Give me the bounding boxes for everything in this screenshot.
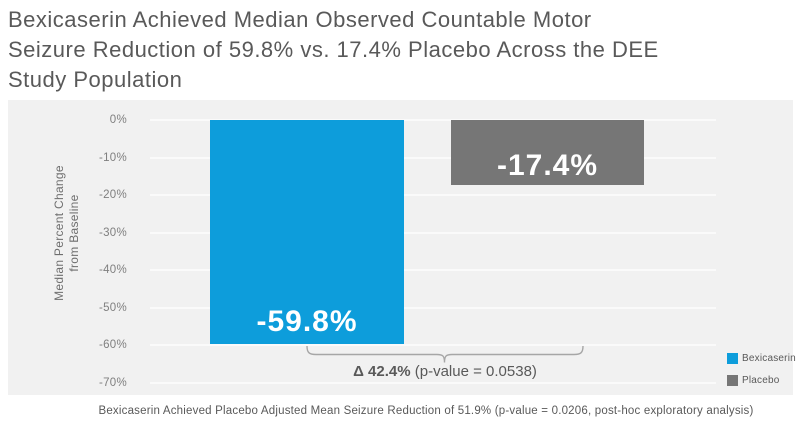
footnote: Bexicaserin Achieved Placebo Adjusted Me… — [98, 405, 754, 417]
ytick-0: 0% — [109, 114, 127, 126]
ytick-5: -50% — [98, 302, 127, 314]
ytick-3: -30% — [98, 227, 127, 239]
slide-title-line-2: Seizure Reduction of 59.8% vs. 17.4% Pla… — [8, 37, 659, 62]
legend-item-placebo: Placebo — [727, 374, 796, 386]
chart-legend: Bexicaserin Placebo — [727, 352, 796, 396]
ytick-2: -20% — [98, 189, 127, 201]
gridline-50pct — [150, 307, 716, 309]
legend-label-bexicaserin: Bexicaserin — [742, 352, 796, 364]
bar-placebo-value-label: -17.4% — [496, 149, 599, 182]
slide-title-line-3: Study Population — [8, 67, 183, 92]
bar-chart: 0% -10% -20% -30% -40% -50% -60% -70% Me… — [8, 100, 796, 396]
y-axis-title: Median Percent Change from Baseline — [52, 165, 81, 301]
gridline-20pct — [150, 194, 716, 196]
ytick-4: -40% — [98, 264, 127, 276]
slide-title-line-1: Bexicaserin Achieved Median Observed Cou… — [8, 7, 592, 32]
bar-bexicaserin: -59.8% — [210, 120, 404, 344]
gridline-60pct — [150, 344, 716, 346]
bar-bexicaserin-value-label: -59.8% — [256, 305, 358, 338]
delta-annotation: Δ 42.4% (p-value = 0.0538) — [295, 363, 595, 380]
delta-value: Δ 42.4% — [353, 363, 411, 380]
gridline-10pct — [150, 157, 716, 159]
ytick-1: -10% — [98, 152, 127, 164]
bar-placebo: -17.4% — [451, 120, 644, 185]
gridline-70pct — [150, 382, 716, 384]
ytick-7: -70% — [98, 377, 127, 389]
gridline-0pct — [150, 119, 716, 121]
gridline-30pct — [150, 232, 716, 234]
legend-swatch-placebo-icon — [727, 374, 738, 386]
slide-title: Bexicaserin Achieved Median Observed Cou… — [8, 5, 796, 95]
delta-pvalue: (p-value = 0.0538) — [410, 363, 537, 380]
legend-label-placebo: Placebo — [742, 374, 780, 386]
gridline-40pct — [150, 269, 716, 271]
ytick-6: -60% — [98, 339, 127, 351]
legend-item-bexicaserin: Bexicaserin — [727, 352, 796, 364]
legend-swatch-bexicaserin-icon — [727, 352, 738, 364]
